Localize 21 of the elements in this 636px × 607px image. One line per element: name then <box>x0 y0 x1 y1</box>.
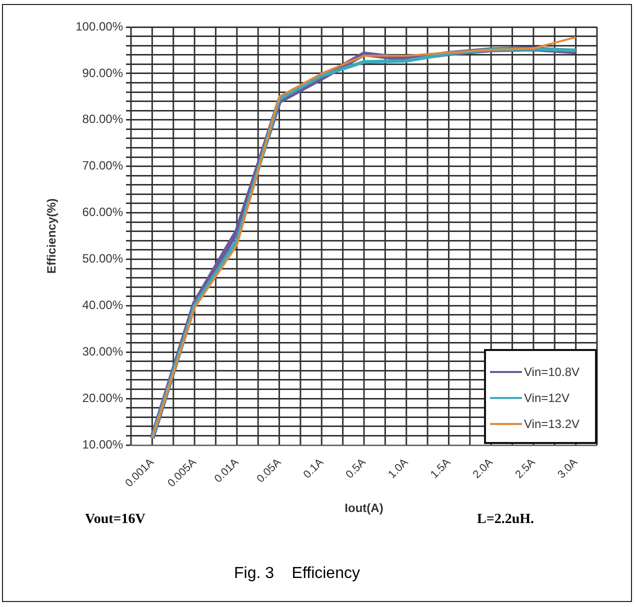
y-tick-label: 90.00% <box>82 66 124 80</box>
y-tick-label: 20.00% <box>82 390 124 405</box>
x-axis-title: Iout(A) <box>344 501 384 516</box>
y-tick-label: 80.00% <box>82 112 124 126</box>
caption: Fig. 3 Efficiency <box>234 565 360 583</box>
text: L=2.2uH. <box>477 512 534 528</box>
y-axis-title: Efficiency(%) <box>44 198 59 274</box>
x-tick-label: 3.0A <box>556 456 581 481</box>
x-tick-label: 0.1A <box>301 456 326 481</box>
legend-label: Vin=12V <box>524 391 570 405</box>
y-tick-label: 60.00% <box>82 205 124 220</box>
y-tick-label: 30.00% <box>82 344 124 358</box>
y-tick-label: 10.00% <box>82 437 124 452</box>
y-tick-label: 50.00% <box>82 252 124 266</box>
legend-label: Vin=10.8V <box>524 365 580 379</box>
y-tick-label: 70.00% <box>82 158 124 173</box>
x-tick-label: 0.5A <box>344 456 369 481</box>
legend-label: Vin=13.2V <box>524 417 580 431</box>
y-tick-label: 40.00% <box>82 298 124 312</box>
text: Vout=16V <box>85 512 146 528</box>
y-tick-label: 100.00% <box>76 19 124 34</box>
